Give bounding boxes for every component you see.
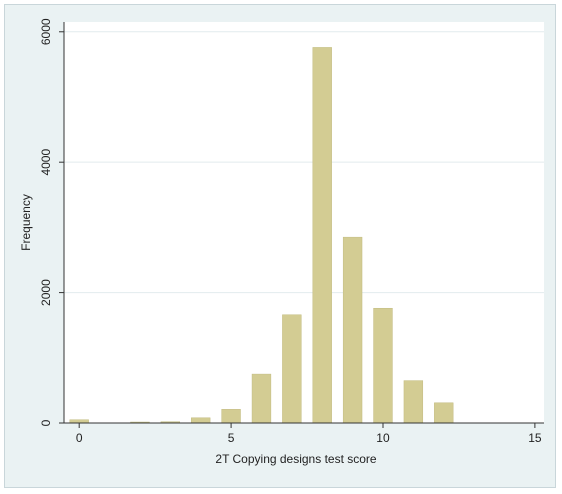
frequency-bar-chart: 0 5 10 15 0 2000 4000 6000 2T Copying designs t… xyxy=(19,18,544,466)
x-tick-label: 5 xyxy=(228,431,235,445)
bar-score-10 xyxy=(373,307,393,424)
bar-score-12 xyxy=(434,402,454,424)
bar-score-9 xyxy=(342,236,363,424)
axes: 0 5 10 15 0 2000 4000 6000 xyxy=(39,18,544,445)
bar-score-4 xyxy=(191,417,211,424)
gridlines xyxy=(64,31,544,294)
x-tick-label: 15 xyxy=(528,431,542,445)
bar-score-7 xyxy=(282,314,302,424)
bar-score-5 xyxy=(221,409,241,424)
x-axis-title: 2T Copying designs test score xyxy=(215,452,377,466)
y-tick-label: 2000 xyxy=(39,279,53,306)
bar-score-6 xyxy=(251,373,272,424)
bar-score-11 xyxy=(403,380,424,424)
y-tick-label: 6000 xyxy=(39,18,53,45)
x-tick-label: 0 xyxy=(76,431,83,445)
bars xyxy=(69,47,454,424)
plot-area xyxy=(64,22,544,423)
y-tick-label: 4000 xyxy=(39,149,53,176)
bar-score-8 xyxy=(312,47,332,424)
chart-frame: 0 5 10 15 0 2000 4000 6000 2T Copying designs t… xyxy=(4,4,556,488)
y-axis-title: Frequency xyxy=(19,194,33,251)
x-tick-label: 10 xyxy=(376,431,390,445)
y-tick-label: 0 xyxy=(39,419,53,426)
